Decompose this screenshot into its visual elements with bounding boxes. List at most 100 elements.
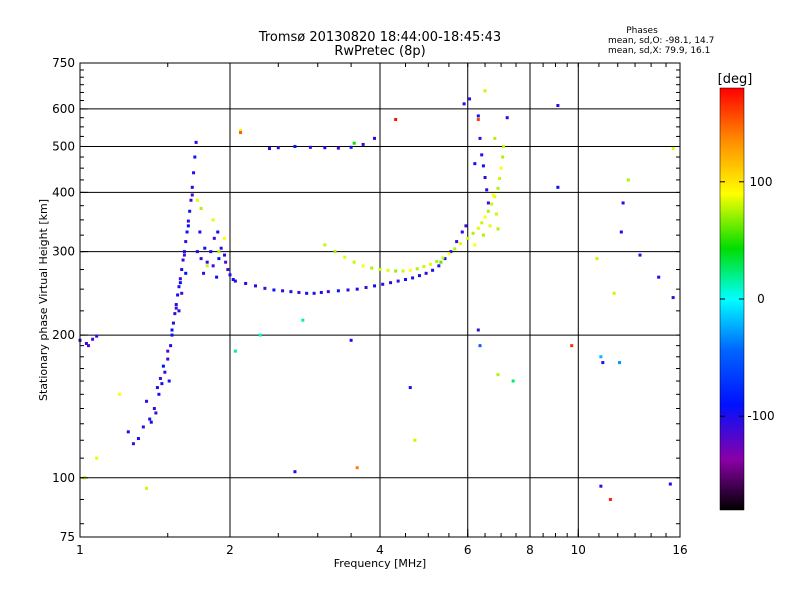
- data-point-x: [501, 155, 505, 159]
- data-point-x: [471, 231, 475, 235]
- data-point-o: [455, 240, 459, 244]
- x-axis-ticks: 1 2 4 6 8 10 16: [76, 63, 688, 557]
- data-point-x: [490, 202, 494, 206]
- data-point-o: [657, 275, 661, 279]
- data-point-o: [312, 291, 316, 295]
- data-point-other: [618, 361, 622, 365]
- data-point-o: [556, 185, 560, 189]
- data-point-o: [193, 155, 197, 159]
- data-point-o: [178, 277, 182, 281]
- data-point-o: [443, 257, 447, 261]
- data-point-o: [473, 162, 477, 166]
- phases-mean-o: mean, sd,O: -98.1, 14.7: [608, 36, 714, 46]
- data-point-o: [638, 253, 642, 257]
- data-point-o: [199, 257, 203, 261]
- data-point-o: [483, 176, 487, 180]
- data-point-x: [117, 392, 121, 396]
- data-point-x: [473, 243, 477, 247]
- data-point-o: [293, 144, 297, 148]
- data-point-o: [361, 142, 365, 146]
- data-point-x: [493, 136, 497, 140]
- data-point-o: [171, 321, 175, 325]
- y-tick-label: 300: [52, 245, 75, 259]
- data-point-x: [408, 268, 412, 272]
- data-point-o: [437, 264, 441, 268]
- data-point-x: [626, 178, 630, 182]
- data-point-x: [441, 256, 445, 260]
- data-point-o: [190, 193, 194, 197]
- data-point-other: [478, 344, 482, 348]
- data-point-x: [453, 247, 457, 251]
- colorbar-ticks: 100 0 -100: [720, 175, 775, 423]
- data-point-o: [476, 114, 480, 118]
- data-point-o: [155, 386, 159, 390]
- data-point-x: [496, 186, 500, 190]
- data-point-o: [480, 153, 484, 157]
- data-point-x: [378, 268, 382, 272]
- data-point-o: [180, 291, 184, 295]
- data-point-other: [239, 131, 243, 135]
- data-point-o: [160, 382, 164, 386]
- data-point-o: [182, 253, 186, 257]
- data-point-o: [136, 437, 140, 441]
- data-point-o: [226, 268, 230, 272]
- data-point-o: [319, 290, 323, 294]
- data-point-o: [336, 289, 340, 293]
- data-point-x: [476, 226, 480, 230]
- colorbar-tick-label: 100: [750, 175, 773, 189]
- data-point-x: [223, 236, 227, 240]
- data-point-o: [131, 442, 135, 446]
- data-point-o: [148, 417, 152, 421]
- data-point-o: [169, 344, 173, 348]
- data-point-o: [556, 104, 560, 108]
- data-point-o: [167, 379, 171, 383]
- y-axis-label: Stationary phase Virtual Height [km]: [37, 199, 50, 401]
- data-point-o: [396, 279, 400, 283]
- data-point-o: [336, 146, 340, 150]
- x-tick-label: 2: [226, 543, 234, 557]
- data-point-o: [195, 250, 199, 254]
- data-point-x: [458, 242, 462, 246]
- data-points: [78, 89, 675, 501]
- data-point-o: [223, 253, 227, 257]
- y-tick-label: 75: [60, 530, 75, 544]
- data-point-o: [289, 290, 293, 294]
- data-point-o: [485, 188, 489, 192]
- data-point-o: [267, 147, 271, 151]
- data-point-other: [599, 355, 603, 359]
- data-point-o: [486, 201, 490, 205]
- data-point-o: [349, 145, 353, 149]
- data-point-o: [460, 230, 464, 234]
- data-point-o: [297, 290, 301, 294]
- data-point-o: [212, 236, 216, 240]
- data-point-x: [612, 291, 616, 295]
- data-point-x: [199, 206, 203, 210]
- data-point-x: [422, 265, 426, 269]
- data-point-o: [166, 349, 170, 353]
- colorbar-tick-label: 0: [757, 292, 765, 306]
- data-point-other: [511, 379, 515, 383]
- data-point-x: [483, 215, 487, 219]
- data-point-other: [476, 117, 480, 121]
- data-point-x: [145, 486, 149, 490]
- data-point-x: [239, 129, 243, 133]
- data-point-o: [231, 278, 235, 282]
- data-point-o: [178, 281, 182, 285]
- data-point-o: [326, 290, 330, 294]
- data-point-o: [176, 293, 180, 297]
- data-point-x: [498, 176, 502, 180]
- data-point-o: [293, 470, 297, 474]
- data-point-o: [184, 240, 188, 244]
- data-point-other: [394, 117, 398, 121]
- data-point-o: [253, 284, 257, 288]
- data-point-o: [170, 328, 174, 332]
- data-point-x: [466, 236, 470, 240]
- data-point-x: [211, 218, 215, 222]
- data-point-o: [152, 407, 156, 411]
- data-point-x: [486, 209, 490, 213]
- data-point-o: [158, 376, 162, 380]
- data-point-o: [373, 284, 377, 288]
- data-point-x: [481, 233, 485, 237]
- data-point-o: [431, 268, 435, 272]
- data-point-o: [462, 102, 466, 106]
